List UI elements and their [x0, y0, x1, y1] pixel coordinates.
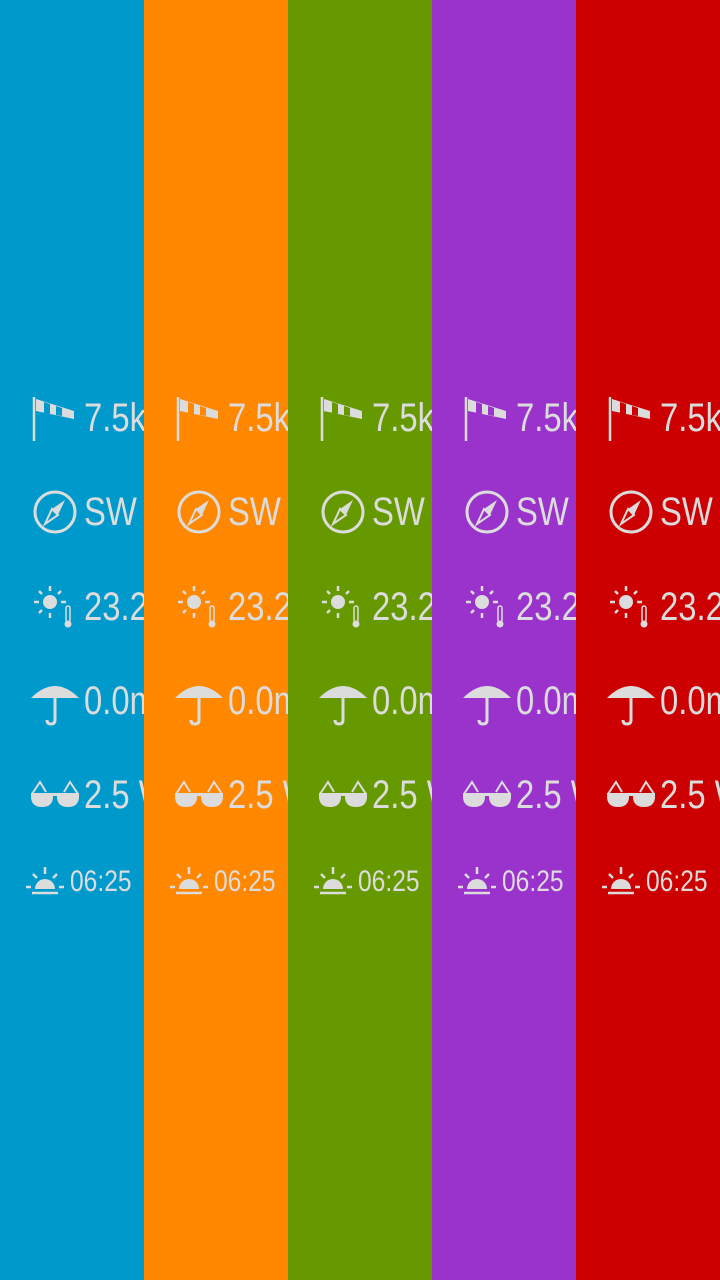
windsock-icon [30, 393, 80, 443]
windsock-icon [462, 393, 512, 443]
precipitation-row: 0.0m [288, 671, 432, 731]
precipitation-value: 0.0m [372, 679, 432, 723]
uv-row: 2.5 W [432, 765, 576, 825]
wind-speed-value: 7.5k [372, 396, 432, 440]
weather-column-4[interactable]: 7.5k SW 23.2 0.0m 2.5 W 06:25 [432, 0, 576, 1280]
uv-row: 2.5 W [0, 765, 144, 825]
windsock-icon [318, 393, 368, 443]
umbrella-icon [318, 676, 368, 726]
sunglasses-icon [174, 770, 224, 820]
uv-row: 2.5 W [144, 765, 288, 825]
precipitation-value: 0.0m [516, 679, 576, 723]
compass-icon [462, 487, 512, 537]
sunrise-row: 06:25 [288, 852, 432, 912]
precipitation-row: 0.0m [0, 671, 144, 731]
wind-speed-value: 7.5k [516, 396, 576, 440]
wind-direction-value: SW [372, 490, 425, 534]
sunglasses-icon [462, 770, 512, 820]
precipitation-row: 0.0m [432, 671, 576, 731]
sun-thermometer-icon [30, 582, 80, 632]
precipitation-row: 0.0m [144, 671, 288, 731]
wind-speed-row: 7.5k [144, 388, 288, 448]
wind-speed-row: 7.5k [288, 388, 432, 448]
sunglasses-icon [318, 770, 368, 820]
sun-thermometer-icon [318, 582, 368, 632]
sunrise-icon [24, 857, 66, 907]
sunrise-row: 06:25 [576, 852, 720, 912]
temperature-row: 23.2 [432, 577, 576, 637]
temperature-value: 23.2 [516, 585, 576, 629]
sun-thermometer-icon [462, 582, 512, 632]
uv-value: 2.5 W [660, 773, 720, 817]
temperature-row: 23.2 [0, 577, 144, 637]
wind-direction-value: SW [84, 490, 137, 534]
temperature-value: 23.2 [228, 585, 288, 629]
wind-speed-row: 7.5k [432, 388, 576, 448]
weather-column-5[interactable]: 7.5k SW 23.2 0.0m 2.5 W 06:25 [576, 0, 720, 1280]
sunglasses-icon [606, 770, 656, 820]
temperature-row: 23.2 [288, 577, 432, 637]
wind-direction-row: SW [0, 482, 144, 542]
wind-direction-row: SW [432, 482, 576, 542]
sun-thermometer-icon [606, 582, 656, 632]
sunrise-row: 06:25 [144, 852, 288, 912]
precipitation-value: 0.0m [228, 679, 288, 723]
wind-direction-row: SW [144, 482, 288, 542]
weather-column-3[interactable]: 7.5k SW 23.2 0.0m 2.5 W 06:25 [288, 0, 432, 1280]
sunrise-time: 06:25 [646, 865, 708, 898]
uv-row: 2.5 W [576, 765, 720, 825]
compass-icon [606, 487, 656, 537]
sunrise-row: 06:25 [432, 852, 576, 912]
windsock-icon [606, 393, 656, 443]
umbrella-icon [462, 676, 512, 726]
precipitation-row: 0.0m [576, 671, 720, 731]
sunglasses-icon [30, 770, 80, 820]
sunrise-row: 06:25 [0, 852, 144, 912]
uv-value: 2.5 W [516, 773, 576, 817]
temperature-value: 23.2 [372, 585, 432, 629]
sunrise-time: 06:25 [502, 865, 564, 898]
weather-column-1[interactable]: 7.5k SW 23.2 0.0m 2.5 W 06:25 [0, 0, 144, 1280]
wind-direction-value: SW [516, 490, 569, 534]
wind-speed-row: 7.5k [0, 388, 144, 448]
precipitation-value: 0.0m [84, 679, 144, 723]
wind-speed-value: 7.5k [228, 396, 288, 440]
umbrella-icon [30, 676, 80, 726]
sunrise-time: 06:25 [358, 865, 420, 898]
sunrise-icon [168, 857, 210, 907]
temperature-row: 23.2 [576, 577, 720, 637]
precipitation-value: 0.0m [660, 679, 720, 723]
wind-direction-value: SW [228, 490, 281, 534]
compass-icon [318, 487, 368, 537]
temperature-value: 23.2 [660, 585, 720, 629]
compass-icon [30, 487, 80, 537]
uv-value: 2.5 W [84, 773, 144, 817]
wind-speed-value: 7.5k [84, 396, 144, 440]
sunrise-time: 06:25 [70, 865, 132, 898]
wind-direction-row: SW [576, 482, 720, 542]
temperature-value: 23.2 [84, 585, 144, 629]
wind-speed-value: 7.5k [660, 396, 720, 440]
compass-icon [174, 487, 224, 537]
uv-row: 2.5 W [288, 765, 432, 825]
windsock-icon [174, 393, 224, 443]
temperature-row: 23.2 [144, 577, 288, 637]
sunrise-icon [456, 857, 498, 907]
sun-thermometer-icon [174, 582, 224, 632]
wind-speed-row: 7.5k [576, 388, 720, 448]
wind-direction-row: SW [288, 482, 432, 542]
wind-direction-value: SW [660, 490, 713, 534]
uv-value: 2.5 W [228, 773, 288, 817]
umbrella-icon [606, 676, 656, 726]
umbrella-icon [174, 676, 224, 726]
sunrise-icon [600, 857, 642, 907]
weather-column-2[interactable]: 7.5k SW 23.2 0.0m 2.5 W 06:25 [144, 0, 288, 1280]
sunrise-time: 06:25 [214, 865, 276, 898]
uv-value: 2.5 W [372, 773, 432, 817]
sunrise-icon [312, 857, 354, 907]
